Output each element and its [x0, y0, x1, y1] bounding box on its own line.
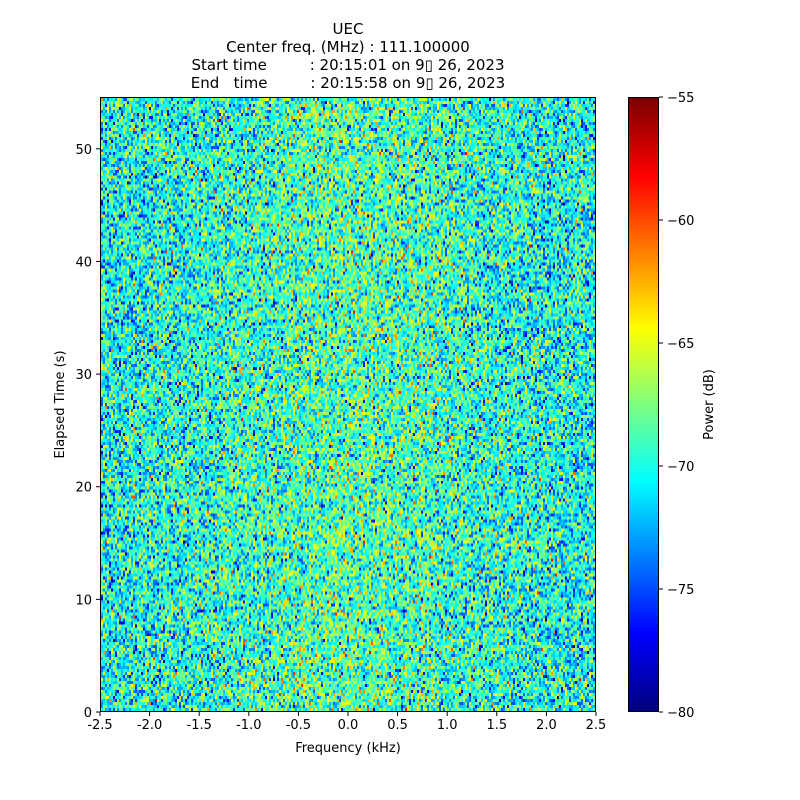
x-tick-label: -0.5: [286, 718, 311, 733]
x-tick-label: 0.5: [387, 718, 408, 733]
x-tick-label: -2.0: [137, 718, 162, 733]
x-tick-label: 0.0: [338, 718, 359, 733]
colorbar-gradient: [629, 98, 658, 711]
x-tick-label: 2.5: [586, 718, 607, 733]
colorbar-tick-label: −65: [667, 337, 694, 352]
y-axis-label: Elapsed Time (s): [53, 350, 68, 458]
spectrogram-heatmap: [101, 98, 595, 711]
x-tick-label: 2.0: [536, 718, 557, 733]
x-tick-label: -1.0: [236, 718, 261, 733]
x-axis-label: Frequency (kHz): [295, 741, 401, 756]
colorbar-tick-label: −60: [667, 214, 694, 229]
y-tick-label: 50: [75, 143, 92, 158]
y-tick-label: 0: [84, 706, 92, 721]
colorbar-frame: [628, 97, 659, 712]
colorbar-label: Power (dB): [702, 369, 717, 440]
colorbar-tick-label: −55: [667, 91, 694, 106]
y-tick-label: 30: [75, 368, 92, 383]
x-tick-label: 1.0: [437, 718, 458, 733]
x-tick-label: 1.5: [486, 718, 507, 733]
colorbar-tick-label: −80: [667, 706, 694, 721]
chart-title-line-2: Center freq. (MHz) : 111.100000: [226, 38, 470, 56]
colorbar-tick-label: −70: [667, 460, 694, 475]
y-tick-label: 20: [75, 481, 92, 496]
y-tick-label: 10: [75, 593, 92, 608]
x-tick-label: -1.5: [187, 718, 212, 733]
chart-title-line-3: Start time : 20:15:01 on 9▯ 26, 2023: [191, 56, 505, 74]
colorbar-tick-label: −75: [667, 583, 694, 598]
chart-title-line-1: UEC: [332, 20, 364, 38]
y-tick-label: 40: [75, 255, 92, 270]
plot-area-frame: [100, 97, 596, 712]
chart-title-line-4: End time : 20:15:58 on 9▯ 26, 2023: [190, 74, 506, 92]
x-tick-label: -2.5: [87, 718, 112, 733]
